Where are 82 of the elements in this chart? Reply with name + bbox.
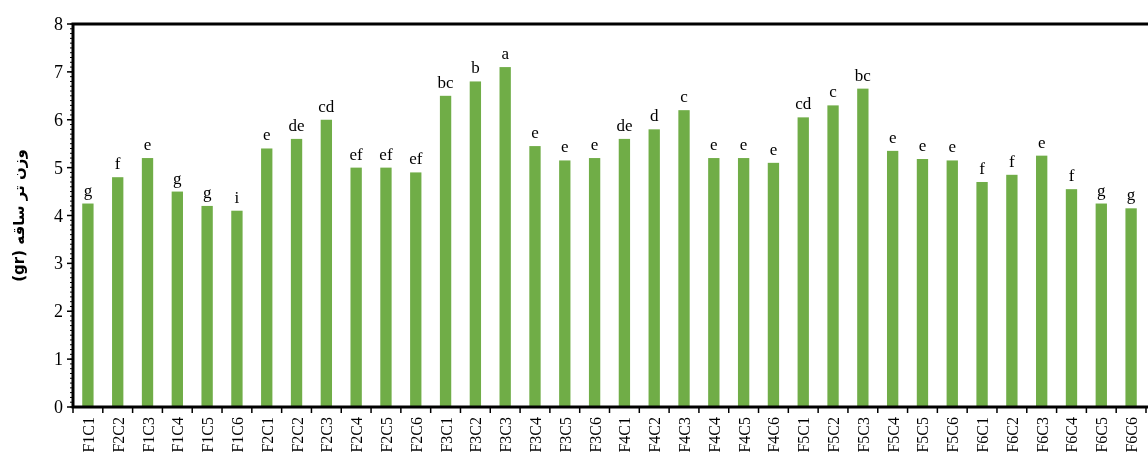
y-tick-label: 5 xyxy=(54,157,63,178)
x-tick-label: F5C4 xyxy=(884,417,902,453)
x-tick-label: F2C4 xyxy=(348,417,366,453)
x-tick-label: F1C4 xyxy=(169,417,187,453)
data-label: cd xyxy=(318,96,335,116)
y-tick-label: 7 xyxy=(54,61,63,82)
data-label: bc xyxy=(854,65,872,85)
data-label: b xyxy=(471,58,480,78)
data-label: c xyxy=(680,87,689,107)
x-tick-label: F6C6 xyxy=(1123,417,1141,453)
y-tick-label: 2 xyxy=(54,301,63,322)
data-label: e xyxy=(948,137,957,157)
x-tick-label: F5C5 xyxy=(914,417,932,453)
x-tick-label: F4C4 xyxy=(705,417,723,453)
x-tick-label: F3C1 xyxy=(437,417,455,453)
x-tick-label: F2C3 xyxy=(318,417,336,453)
x-tick-label: F6C5 xyxy=(1093,417,1111,453)
x-tick-label: F3C4 xyxy=(526,417,544,453)
x-tick-label: F5C2 xyxy=(825,417,843,453)
x-tick-label: F4C5 xyxy=(735,417,753,453)
y-tick-label: 4 xyxy=(54,205,63,226)
data-label: g xyxy=(83,180,93,200)
y-tick-label: 0 xyxy=(54,397,63,417)
data-label: a xyxy=(501,44,510,64)
data-label: f xyxy=(1068,166,1075,186)
x-tick-label: F1C1 xyxy=(79,417,97,453)
y-tick-label: 3 xyxy=(54,253,63,274)
data-label: e xyxy=(1037,132,1046,152)
x-tick-label: F6C1 xyxy=(974,417,992,453)
data-label: e xyxy=(590,135,599,155)
x-tick-label: F4C1 xyxy=(616,417,634,453)
y-tick-label: 8 xyxy=(54,14,63,34)
data-label: g xyxy=(1097,180,1107,200)
x-tick-label: F2C2 xyxy=(288,417,306,453)
x-tick-label: F2C2 xyxy=(109,417,127,453)
x-tick-label: F5C6 xyxy=(944,417,962,453)
x-tick-label: F6C3 xyxy=(1033,417,1051,453)
x-tick-label: F1C3 xyxy=(139,417,157,453)
data-label: d xyxy=(649,106,659,126)
data-label: de xyxy=(288,115,305,135)
x-tick-label: F2C1 xyxy=(258,417,276,453)
data-label: f xyxy=(114,154,121,174)
x-tick-label: F3C2 xyxy=(467,417,485,453)
x-tick-label: F3C6 xyxy=(586,417,604,453)
data-label: g xyxy=(202,182,212,202)
data-label: c xyxy=(829,82,838,102)
data-label: i xyxy=(234,187,240,207)
data-label: f xyxy=(979,158,986,178)
x-tick-label: F6C4 xyxy=(1063,417,1081,453)
data-label: e xyxy=(769,139,778,159)
x-tick-label: F2C5 xyxy=(377,417,395,453)
data-label: ef xyxy=(409,149,423,169)
x-tick-label: F4C6 xyxy=(765,417,783,453)
data-label: g xyxy=(173,168,183,188)
x-tick-label: F4C3 xyxy=(676,417,694,453)
data-label: e xyxy=(561,137,569,157)
data-label: ef xyxy=(379,144,393,164)
x-tick-label: F4C2 xyxy=(646,417,664,453)
data-label: e xyxy=(143,135,152,155)
x-tick-label: F5C3 xyxy=(854,417,872,453)
y-tick-label: 1 xyxy=(54,349,63,370)
data-label: de xyxy=(616,115,633,135)
data-label: e xyxy=(888,127,897,147)
data-label: bc xyxy=(437,72,455,92)
x-tick-label: F2C6 xyxy=(407,417,425,453)
data-label: cd xyxy=(795,94,812,114)
data-label: e xyxy=(262,125,271,145)
x-tick-label: F3C5 xyxy=(556,417,574,453)
data-label: e xyxy=(918,136,927,156)
data-label: e xyxy=(710,135,718,155)
y-axis-title: وزن تر ساقه (gr) xyxy=(10,149,28,282)
x-tick-label: F5C1 xyxy=(795,417,813,453)
data-label: f xyxy=(1009,151,1016,171)
data-label: ef xyxy=(349,144,364,164)
x-tick-label: F3C3 xyxy=(497,417,515,453)
x-tick-label: F1C5 xyxy=(199,417,217,453)
data-label: g xyxy=(1126,185,1136,205)
x-tick-label: F6C2 xyxy=(1003,417,1021,453)
y-tick-label: 6 xyxy=(54,109,63,130)
data-label: e xyxy=(531,123,539,143)
x-tick-label: F1C6 xyxy=(228,417,246,453)
data-label: e xyxy=(739,135,748,155)
